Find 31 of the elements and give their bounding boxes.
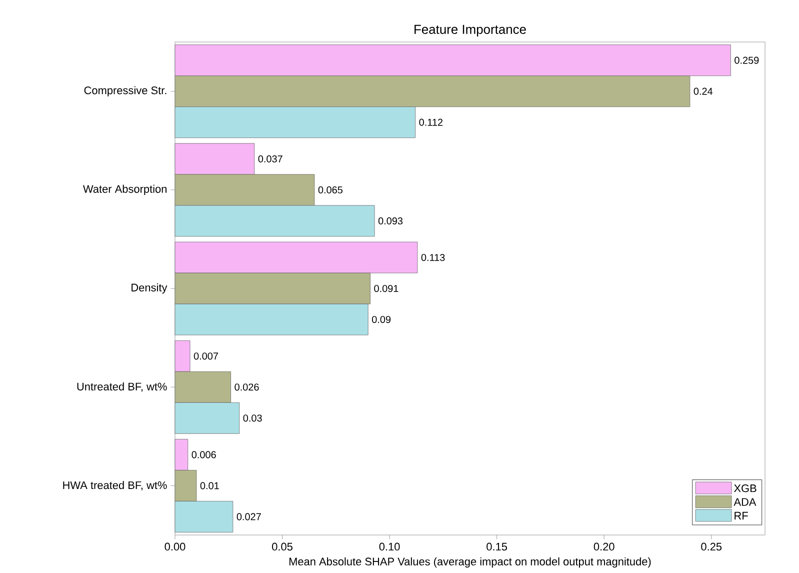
data-label: 0.24 [694,88,713,95]
y-tick-label: HWA treated BF, wt% [63,481,167,490]
data-label: 0.091 [374,284,398,292]
data-label: 0.093 [378,217,403,224]
legend-label: XGB [734,484,756,492]
data-label: 0.037 [258,155,282,162]
x-tick-label: 0.25 [701,542,722,551]
y-tick-label: Water Absorption [83,184,166,195]
data-label: 0.112 [419,118,443,126]
x-tick-label: 0.20 [594,542,614,551]
y-tick-label: Density [132,283,168,294]
x-tick-label: 0.15 [486,542,508,551]
data-label: 0.006 [192,451,216,458]
data-label: 0.01 [200,482,219,490]
data-label: 0.027 [236,513,261,520]
x-tick-label: 0.05 [272,542,292,551]
x-tick-label: 0.00 [164,542,186,551]
data-label: 0.113 [421,254,445,262]
data-label: 0.065 [318,186,342,194]
data-label: 0.259 [734,56,759,64]
x-tick-label: 0.10 [379,542,400,551]
y-tick-label: Untreated BF, wt% [77,382,167,392]
legend-label: ADA [734,498,756,506]
y-tick-label: Compressive Str. [84,86,166,96]
data-label: 0.03 [243,414,262,422]
x-axis-title: Mean Absolute SHAP Values (average impact on model output magnitude) [289,557,651,568]
chart-title: Feature Importance [414,24,526,37]
data-label: 0.026 [234,384,259,391]
legend-label: RF [734,512,748,520]
data-label: 0.007 [194,352,218,360]
data-label: 0.09 [372,316,391,324]
